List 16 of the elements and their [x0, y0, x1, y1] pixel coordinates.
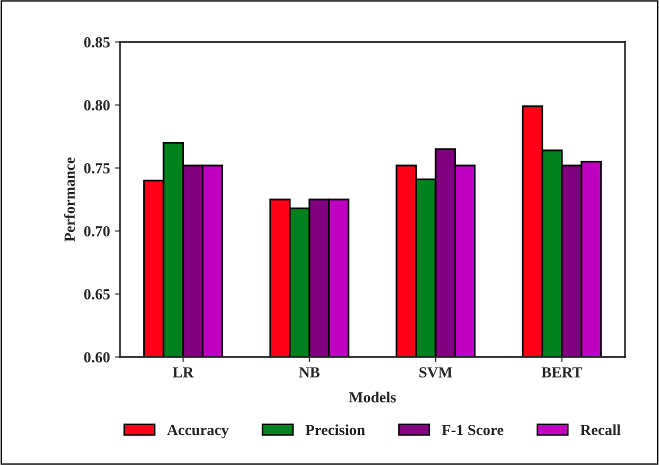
x-tick-label: NB [299, 367, 320, 378]
y-tick-label: 0.75 [84, 163, 110, 174]
legend-label: Accuracy [167, 424, 229, 438]
x-tick-label: BERT [542, 367, 582, 378]
y-tick-label: 0.80 [84, 100, 110, 111]
y-axis-title: Performance [64, 157, 75, 242]
x-tick-label: SVM [419, 367, 452, 378]
legend-label: Recall [580, 424, 621, 436]
x-tick-label: LR [172, 367, 194, 378]
y-tick-label: 0.60 [84, 352, 110, 363]
x-axis-title: Models [348, 392, 396, 402]
y-tick-label: 0.70 [84, 226, 110, 237]
legend-label: Precision [306, 424, 366, 436]
y-tick-label: 0.65 [84, 289, 110, 300]
y-tick-label: 0.85 [84, 37, 110, 48]
legend-label: F-1 Score [442, 424, 504, 436]
